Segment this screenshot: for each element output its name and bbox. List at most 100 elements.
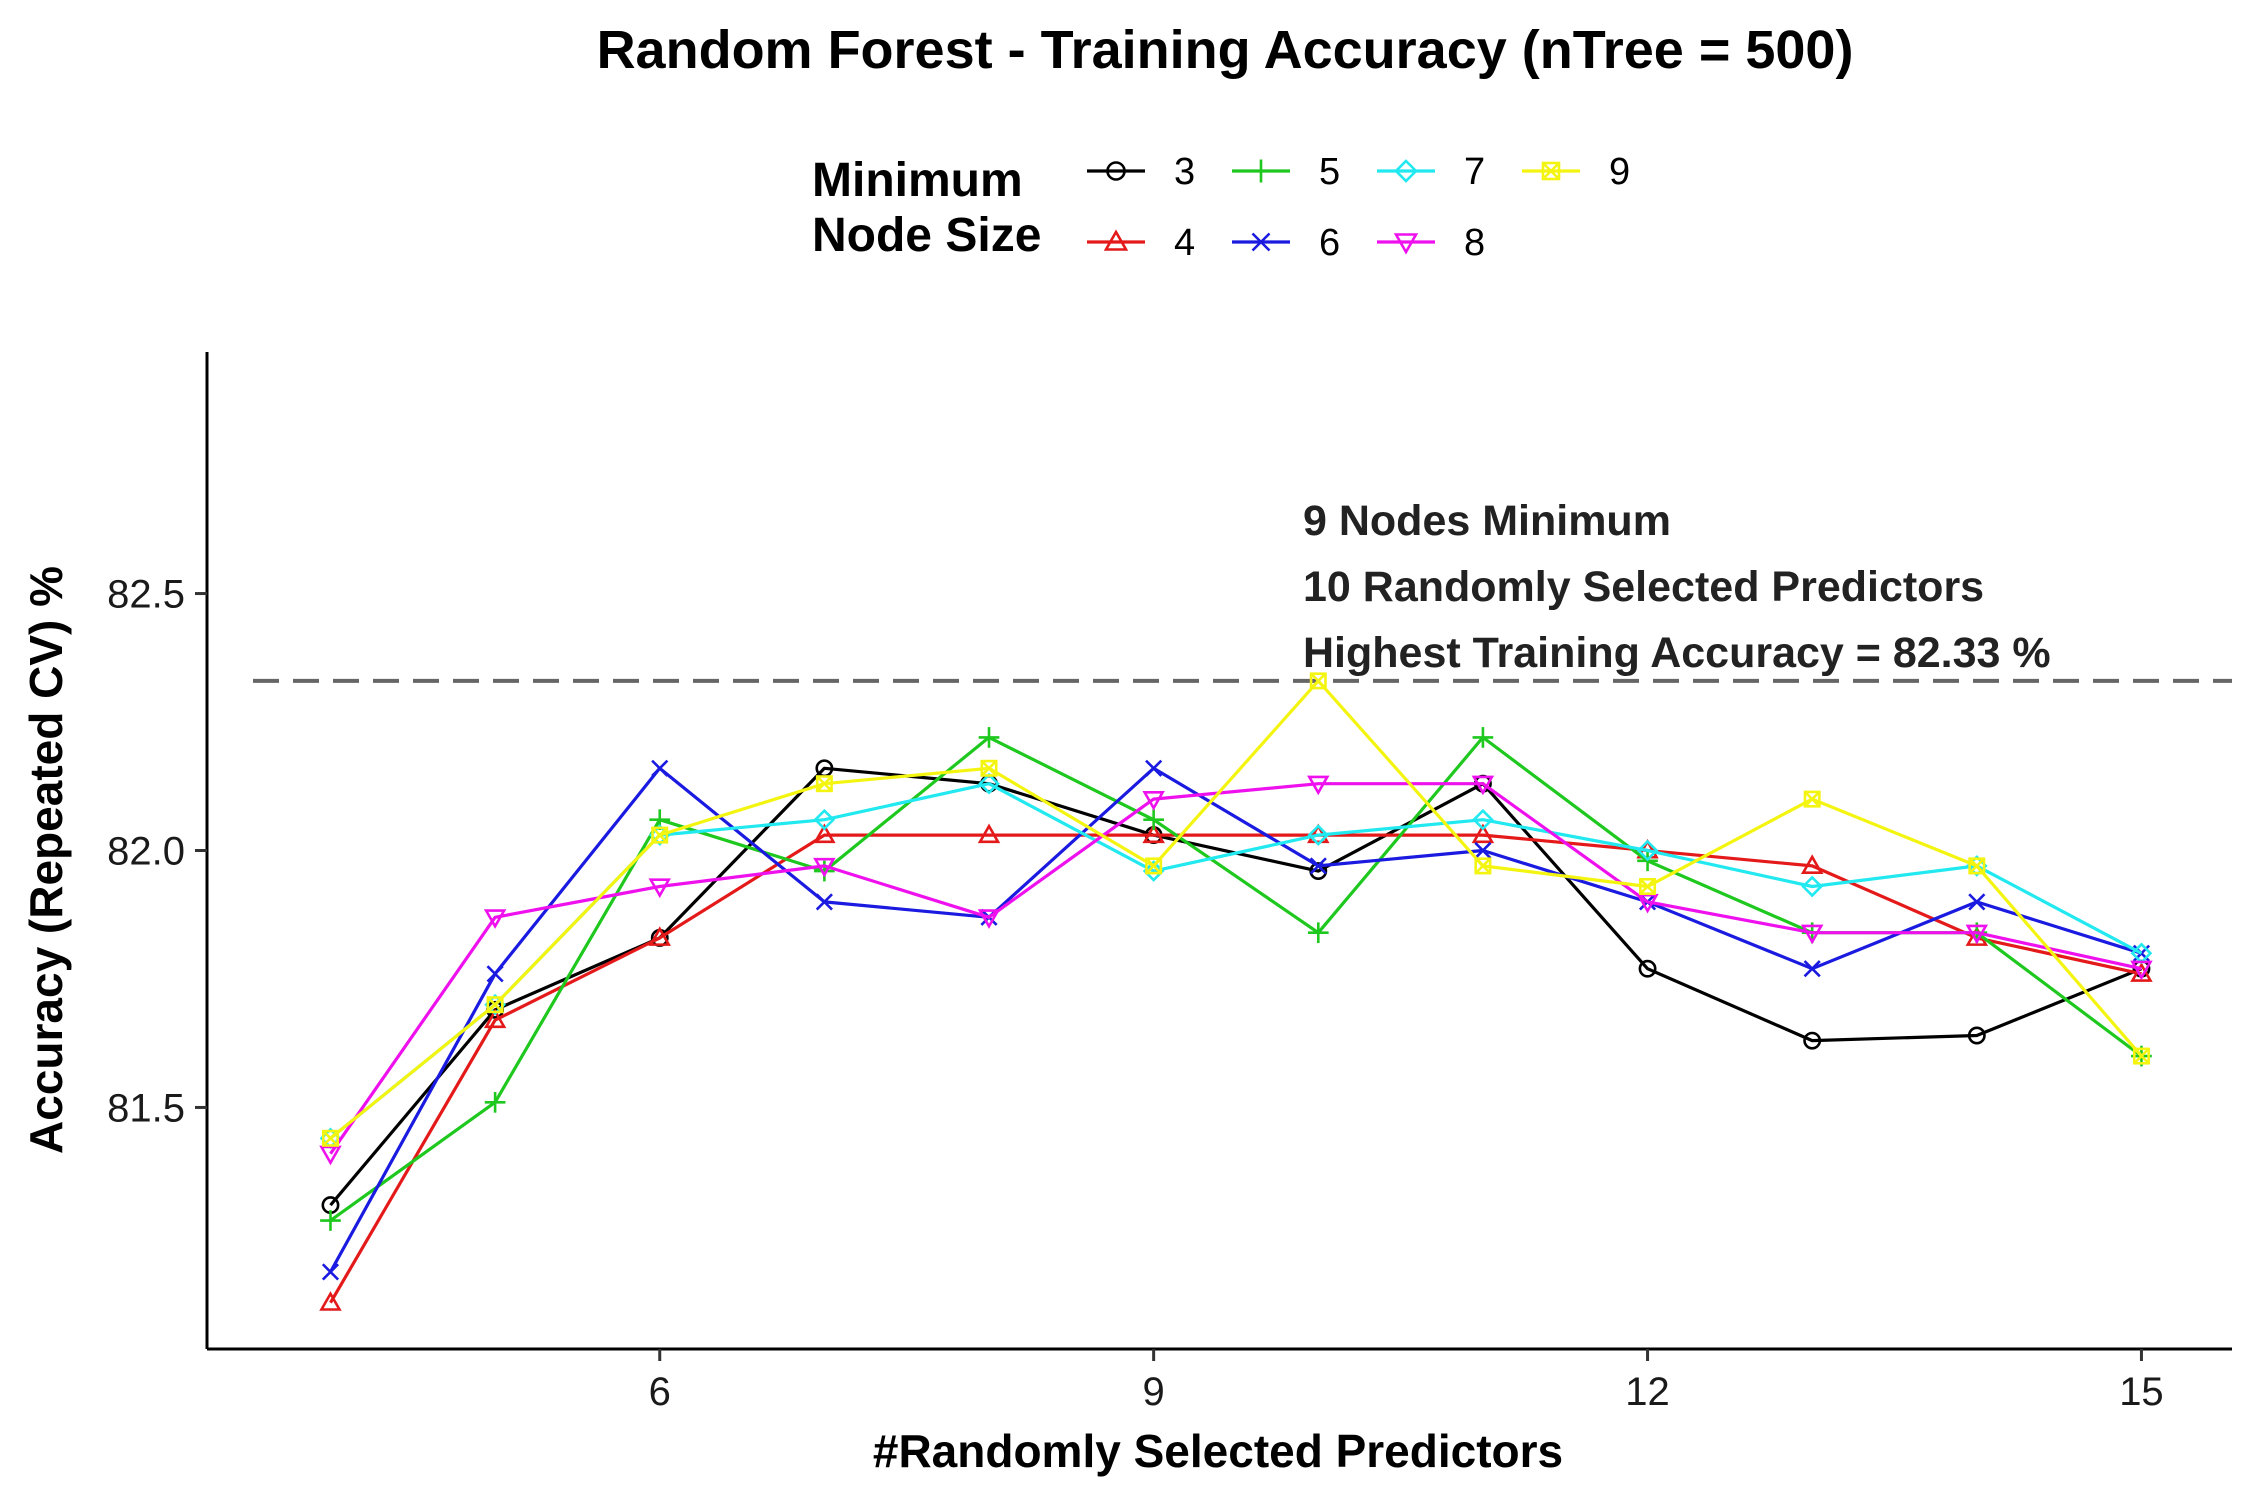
data-point [1638,959,1657,978]
data-point [1471,823,1495,844]
data-point [1803,960,1821,978]
data-point [1472,727,1494,748]
legend-key-marker [1106,161,1126,181]
legend-title-line2: Node Size [812,209,1041,262]
data-point [1800,854,1824,874]
legend-key-marker [1251,232,1271,252]
legend-label: 5 [1319,151,1340,193]
x-tick-label: 6 [649,1370,671,1414]
data-point [977,823,1001,844]
data-point [1307,775,1330,796]
data-point [486,965,504,983]
series-7 [319,772,2153,1150]
data-point [1636,893,1659,914]
chart-title: Random Forest - Training Accuracy (nTree… [597,20,1854,80]
data-point [1636,839,1659,862]
data-point [1307,922,1329,944]
series-5 [320,727,2152,1231]
data-point [484,1091,506,1113]
x-tick-label: 12 [1625,1370,1670,1414]
legend-item-5: 5 [1232,151,1340,193]
series-line-7 [329,782,2143,1140]
series-line-4 [329,833,2142,1304]
annotation-line-2: 10 Randomly Selected Predictors [1303,563,1984,611]
annotations: 9 Nodes Minimum 10 Randomly Selected Pre… [1303,497,2051,677]
data-point [814,860,835,882]
data-point [1803,1031,1822,1050]
legend-item-6: 6 [1232,222,1340,264]
data-point [1309,672,1327,690]
data-point [319,1145,342,1166]
data-point [1967,1026,1986,1045]
data-point [815,775,833,793]
x-tick-label: 15 [2119,1370,2164,1414]
data-point [813,823,836,844]
legend-label: 7 [1464,151,1485,193]
legend: Minimum Node Size 3 4 5 6 7 8 9 [812,151,1630,264]
data-point [483,909,507,929]
data-point [1968,857,1986,875]
data-point [978,772,1000,795]
data-point [1801,875,1824,898]
data-point [648,926,671,946]
legend-label: 6 [1319,222,1340,264]
series-line-9 [329,679,2143,1140]
data-point [2130,962,2153,982]
legend-item-4: 4 [1087,222,1195,264]
series-6 [321,759,2151,1281]
x-tick-label: 9 [1143,1370,1165,1414]
axes: 81.5 82.0 82.5 6 9 12 15 [107,352,2232,1414]
series-group [319,672,2153,1311]
legend-item-7: 7 [1377,151,1485,193]
data-point [1145,759,1163,777]
series-4 [319,823,2153,1311]
data-point [980,759,998,777]
data-point [1143,809,1164,831]
series-line-6 [329,766,2142,1273]
data-point [1639,877,1657,895]
x-axis-title: #Randomly Selected Predictors [873,1425,1563,1477]
annotation-line-3: Highest Training Accuracy = 82.33 % [1303,629,2051,677]
series-line-5 [329,735,2143,1222]
data-point [1471,775,1495,796]
data-point [651,759,669,777]
series-9 [321,672,2150,1147]
legend-label: 9 [1609,151,1630,193]
legend-key-marker [1103,229,1129,251]
data-point [319,1291,342,1311]
data-point [977,909,1001,929]
legend-key-marker [1541,161,1561,181]
y-tick-label: 82.5 [107,573,185,617]
data-point [1145,857,1163,875]
data-point [1474,857,1492,875]
data-point [1800,924,1824,945]
data-point [1309,862,1328,881]
data-point [486,996,504,1014]
data-point [651,826,669,844]
legend-label: 4 [1174,222,1195,264]
legend-key-marker [1249,159,1273,183]
data-point [483,1008,507,1029]
series-8 [319,775,2153,1166]
legend-key-marker [1394,159,1418,183]
legend-item-3: 3 [1087,151,1195,193]
data-point [813,808,836,831]
data-point [1472,808,1494,831]
data-point [321,1129,339,1147]
data-point [978,727,1000,748]
data-point [1803,790,1821,808]
y-tick-label: 81.5 [107,1086,185,1130]
annotation-line-1: 9 Nodes Minimum [1303,497,1671,545]
legend-title-line1: Minimum [812,154,1023,207]
data-point [320,1210,341,1231]
data-point [1142,791,1165,811]
data-point [1307,824,1330,846]
legend-item-9: 9 [1522,151,1630,193]
data-point [648,878,671,899]
legend-key-marker [1393,233,1419,255]
y-axis-title: Accuracy (Repeated CV) % [20,566,72,1154]
data-point [321,1263,340,1281]
series-3 [321,759,2151,1215]
y-tick-label: 82.0 [107,830,185,874]
